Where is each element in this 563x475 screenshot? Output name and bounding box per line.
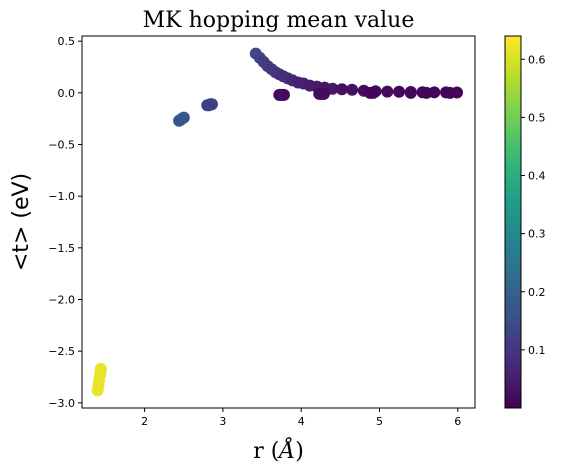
scatter-point: [94, 362, 107, 375]
y-tick-label: 0.0: [58, 87, 76, 100]
y-tick-label: 0.5: [58, 35, 76, 48]
y-tick-label: −2.0: [48, 294, 75, 307]
colorbar-tick-label: 0.3: [528, 228, 546, 241]
scatter-point: [205, 98, 218, 111]
scatter-point: [420, 86, 433, 99]
axes-frame: [81, 35, 476, 409]
colorbar-tick-label: 0.1: [528, 344, 546, 357]
colorbar-gradient: [504, 35, 522, 409]
scatter-point: [326, 82, 339, 95]
colorbar-tick-label: 0.6: [528, 53, 546, 66]
y-tick-label: −1.0: [48, 190, 75, 203]
x-tick-label: 2: [141, 415, 148, 428]
y-axis-label: <t> (eV): [9, 173, 34, 271]
scatter-point: [335, 83, 348, 96]
chart-title: MK hopping mean value: [143, 8, 415, 33]
x-tick-label: 5: [376, 415, 383, 428]
scatter-point: [381, 85, 394, 98]
y-tick-label: −3.0: [48, 397, 75, 410]
x-axis-label: r (Å): [253, 436, 304, 464]
scatter-point: [317, 87, 330, 100]
y-tick-label: −1.5: [48, 242, 75, 255]
plot-area: 2 3 4 5 6 0.5 0.0 −0.5 −1.0 −1.5 −2.0 −2.5 −3.0: [48, 35, 476, 428]
colorbar: 0.1 0.2 0.3 0.4 0.5 0.6: [504, 35, 546, 409]
x-tick-label: 4: [298, 415, 305, 428]
scatter-point: [404, 86, 417, 99]
x-tick-label: 6: [454, 415, 461, 428]
scatter-point: [277, 88, 290, 101]
x-tick-label: 3: [219, 415, 226, 428]
scatter-point: [367, 86, 380, 99]
colorbar-tick-label: 0.2: [528, 286, 546, 299]
scatter-point: [177, 111, 190, 124]
scatter-point: [346, 83, 359, 96]
colorbar-tick-label: 0.4: [528, 170, 546, 183]
colorbar-tick-label: 0.5: [528, 111, 546, 124]
y-tick-label: −2.5: [48, 345, 75, 358]
scatter-point: [393, 85, 406, 98]
scatter-point: [443, 86, 456, 99]
y-tick-label: −0.5: [48, 139, 75, 152]
scatter-points: [91, 47, 463, 397]
